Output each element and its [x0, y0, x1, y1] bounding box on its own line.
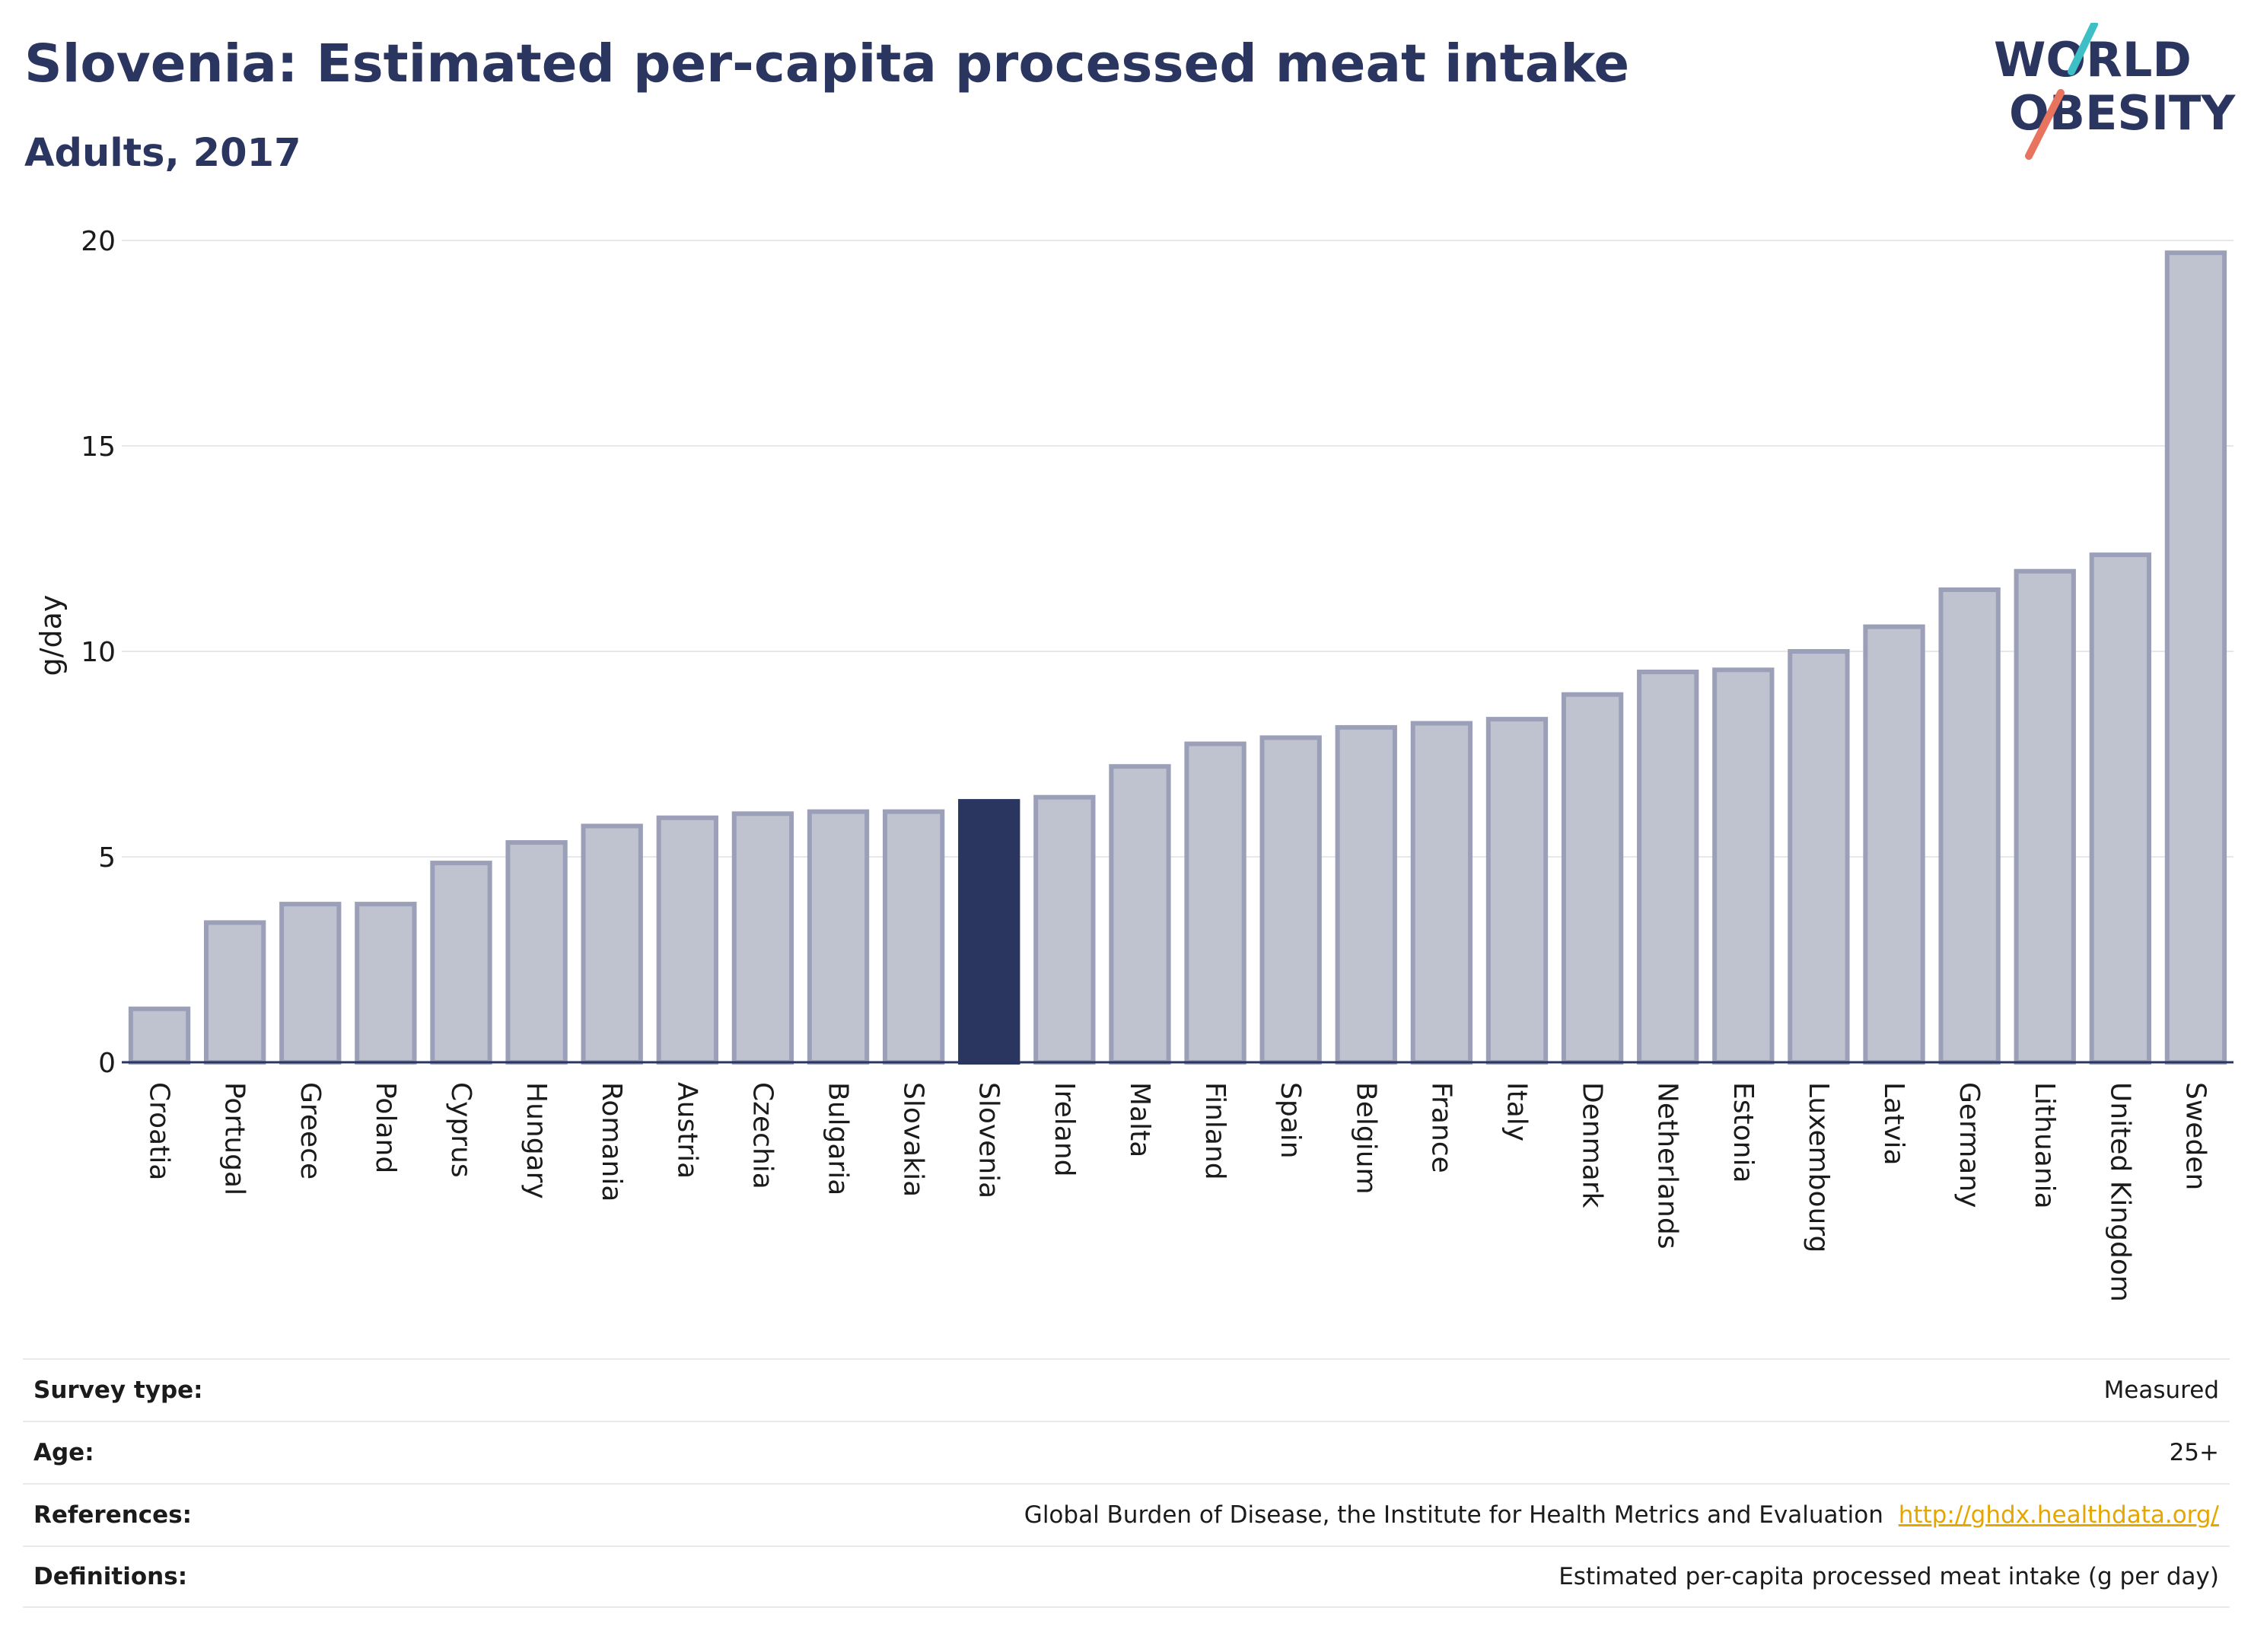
info-table: Survey type: Measured Age: 25+ Reference… — [23, 1358, 2230, 1608]
y-tick-label: 0 — [98, 1048, 116, 1079]
x-tick-label: Greece — [295, 1082, 326, 1179]
x-tick-label: Belgium — [1350, 1082, 1381, 1195]
bar-croatia — [128, 1006, 191, 1065]
bar-germany — [1938, 587, 2001, 1065]
bar-luxembourg — [1788, 649, 1850, 1065]
x-tick-label: United Kingdom — [2104, 1082, 2135, 1302]
bar-hungary — [505, 840, 568, 1065]
x-tick-label: Malta — [1124, 1082, 1155, 1157]
x-tick-label: France — [1425, 1082, 1457, 1173]
bar-finland — [1184, 741, 1246, 1065]
x-tick-label: Hungary — [521, 1082, 552, 1199]
x-tick-label: Germany — [1953, 1082, 1985, 1208]
info-row-references: References: Global Burden of Disease, th… — [23, 1483, 2230, 1545]
x-tick-label: Spain — [1275, 1082, 1306, 1159]
x-axis-ticks: Croatia Portugal Greece Poland Cyprus Hungary… — [144, 1082, 2211, 1302]
x-tick-label: Bulgaria — [823, 1082, 854, 1195]
x-tick-label: Ireland — [1049, 1082, 1080, 1177]
y-tick-label: 20 — [81, 226, 116, 257]
x-tick-label: Romania — [596, 1082, 627, 1202]
definitions-label: Definitions: — [33, 1563, 188, 1590]
bar-latvia — [1863, 624, 1925, 1065]
bar-spain — [1259, 735, 1322, 1065]
y-tick-label: 10 — [81, 637, 116, 668]
x-tick-label: Lithuania — [2029, 1082, 2060, 1209]
y-axis-ticks: 0 5 10 15 20 — [81, 226, 116, 1079]
bar-france — [1410, 721, 1473, 1065]
bar-romania — [581, 823, 643, 1065]
references-text: Global Burden of Disease, the Institute … — [1024, 1501, 1883, 1529]
x-tick-label: Cyprus — [445, 1082, 476, 1178]
x-tick-label: Poland — [370, 1082, 401, 1173]
bar-chart: 0 5 10 15 20 g/day Croatia Portugal Greece Pola… — [34, 226, 2233, 1302]
bar-czechia — [731, 811, 794, 1065]
page-title: Slovenia: Estimated per-capita processed… — [24, 33, 1630, 94]
bar-italy — [1485, 717, 1549, 1065]
y-axis-label: g/day — [34, 595, 68, 676]
survey-type-label: Survey type: — [33, 1377, 203, 1404]
bar-denmark — [1561, 692, 1624, 1065]
bar-sweden — [2164, 250, 2227, 1065]
bar-cyprus — [430, 861, 492, 1065]
bars — [128, 250, 2227, 1065]
logo-line1: WORLD — [1994, 32, 2192, 88]
x-tick-label: Italy — [1501, 1082, 1532, 1141]
x-tick-label: Czechia — [747, 1082, 778, 1189]
bar-slovakia — [882, 809, 945, 1065]
bar-portugal — [204, 920, 266, 1065]
bar-malta — [1109, 764, 1171, 1065]
x-tick-label: Austria — [671, 1082, 702, 1179]
page-subtitle: Adults, 2017 — [24, 131, 301, 176]
bar-austria — [656, 815, 718, 1065]
x-tick-label: Slovakia — [898, 1082, 929, 1197]
bar-poland — [355, 902, 417, 1065]
x-tick-label: Netherlands — [1652, 1082, 1683, 1249]
x-tick-label: Croatia — [144, 1082, 175, 1180]
references-value: Global Burden of Disease, the Institute … — [1024, 1501, 2219, 1529]
bar-lithuania — [2014, 568, 2076, 1065]
definitions-value: Estimated per-capita processed meat inta… — [1559, 1563, 2219, 1590]
age-label: Age: — [33, 1439, 94, 1466]
x-tick-label: Portugal — [219, 1082, 250, 1195]
bar-united-kingdom — [2089, 552, 2151, 1065]
references-link[interactable]: http://ghdx.healthdata.org/ — [1898, 1501, 2219, 1529]
x-tick-label: Slovenia — [973, 1082, 1005, 1198]
bar-bulgaria — [807, 809, 870, 1065]
info-row-age: Age: 25+ — [23, 1421, 2230, 1483]
y-tick-label: 15 — [81, 431, 116, 463]
bar-greece — [279, 902, 342, 1065]
x-tick-label: Sweden — [2179, 1082, 2211, 1190]
info-row-definitions: Definitions: Estimated per-capita proces… — [23, 1545, 2230, 1608]
bar-slovenia — [958, 799, 1020, 1065]
x-tick-label: Luxembourg — [1803, 1082, 1834, 1253]
y-tick-label: 5 — [98, 842, 116, 874]
age-value: 25+ — [2169, 1439, 2219, 1466]
x-tick-label: Latvia — [1878, 1082, 1909, 1166]
logo-teal-stroke — [2068, 23, 2098, 75]
info-row-survey-type: Survey type: Measured — [23, 1358, 2230, 1421]
survey-type-value: Measured — [2103, 1377, 2219, 1404]
references-label: References: — [33, 1501, 193, 1529]
bar-belgium — [1335, 724, 1397, 1065]
x-tick-label: Estonia — [1727, 1082, 1759, 1183]
bar-ireland — [1033, 794, 1096, 1065]
x-tick-label: Finland — [1199, 1082, 1231, 1180]
bar-netherlands — [1637, 670, 1699, 1065]
world-obesity-logo: WORLD OBESITY — [1994, 23, 2236, 160]
bar-estonia — [1712, 667, 1775, 1065]
x-tick-label: Denmark — [1577, 1082, 1608, 1208]
logo-coral-stroke — [2025, 89, 2065, 160]
